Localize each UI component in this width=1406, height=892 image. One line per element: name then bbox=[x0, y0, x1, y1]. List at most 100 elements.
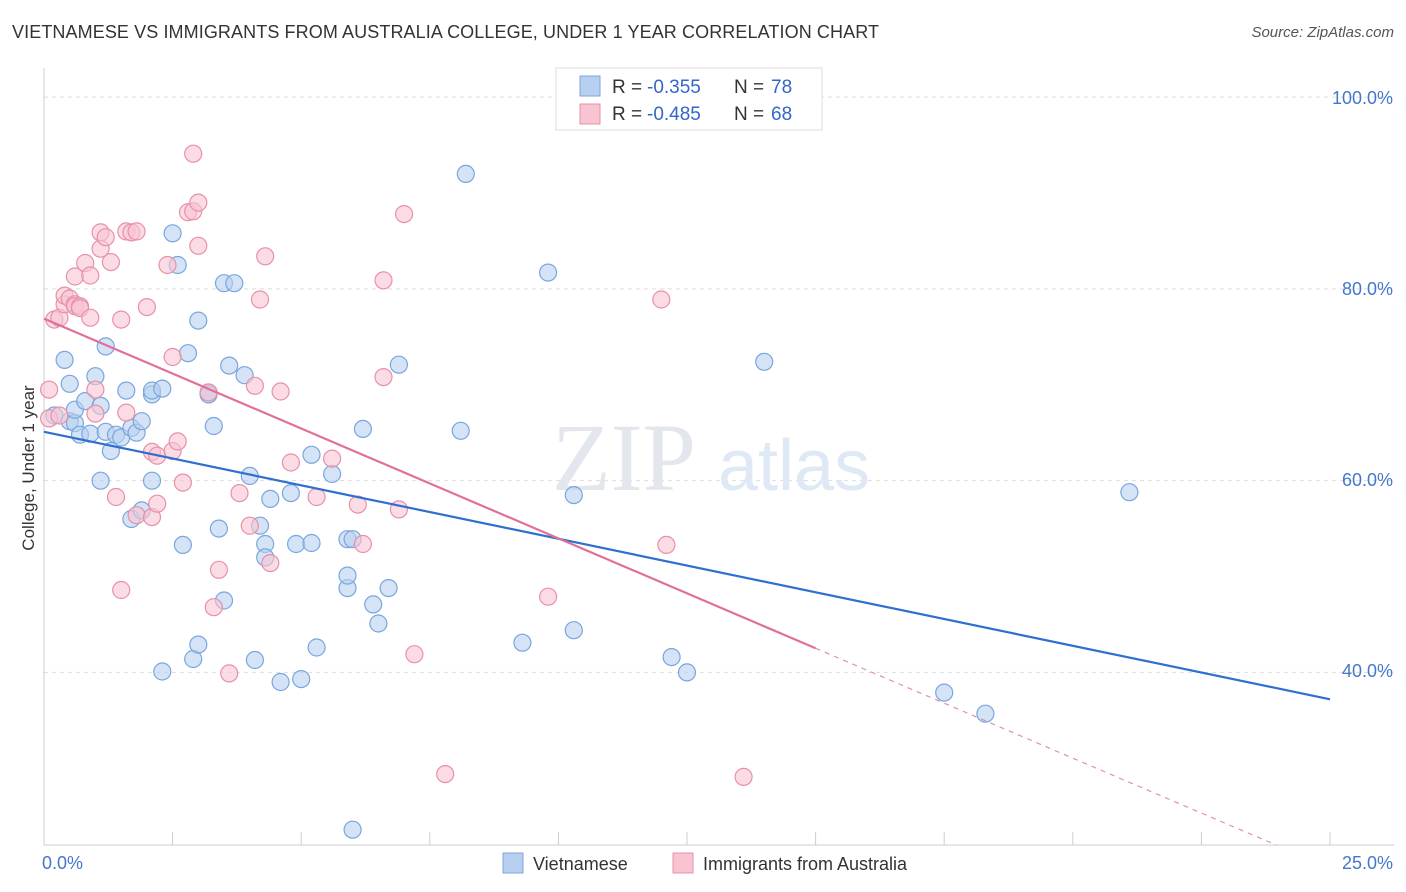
axes-layer bbox=[43, 68, 1394, 846]
point-australia-48 bbox=[220, 664, 239, 683]
bottom-legend-label-vietnamese: Vietnamese bbox=[533, 854, 628, 874]
point-australia-44 bbox=[189, 236, 208, 255]
point-australia-0 bbox=[39, 380, 59, 399]
bottom-legend-swatch-blue bbox=[502, 852, 524, 874]
legend-n-value-pink: 68 bbox=[771, 104, 792, 125]
point-vietnamese-53 bbox=[292, 669, 311, 689]
legend-r-label-blue: R = bbox=[612, 77, 642, 98]
point-australia-70 bbox=[734, 767, 753, 787]
x-tick-label-left: 0.0% bbox=[42, 853, 83, 873]
legend-box: R = -0.355 N = 78 R = -0.485 N = 68 bbox=[555, 67, 823, 131]
y-tick-label-100: 100.0% bbox=[1332, 88, 1393, 108]
point-vietnamese-26 bbox=[153, 379, 172, 398]
legend-n-label-pink: N = bbox=[734, 104, 764, 125]
bottom-legend-label-australia: Immigrants from Australia bbox=[703, 854, 908, 874]
point-vietnamese-27 bbox=[153, 662, 172, 681]
point-vietnamese-72 bbox=[564, 621, 583, 640]
point-vietnamese-25 bbox=[142, 471, 162, 490]
watermark: ZIP atlas bbox=[552, 404, 870, 511]
chart-title: VIETNAMESE VS IMMIGRANTS FROM AUSTRALIA … bbox=[12, 22, 880, 42]
point-australia-30 bbox=[137, 298, 156, 317]
point-vietnamese-38 bbox=[209, 519, 228, 538]
trend-line-australia-extension bbox=[815, 647, 1277, 846]
point-australia-57 bbox=[307, 487, 326, 507]
point-australia-43 bbox=[189, 193, 208, 212]
point-australia-50 bbox=[240, 516, 259, 535]
point-australia-20 bbox=[96, 228, 115, 247]
x-tick-label-right: 25.0% bbox=[1342, 853, 1393, 873]
point-vietnamese-17 bbox=[117, 381, 136, 400]
point-vietnamese-73 bbox=[564, 486, 583, 505]
point-vietnamese-63 bbox=[353, 419, 372, 438]
point-australia-17 bbox=[86, 404, 105, 423]
point-australia-64 bbox=[395, 205, 414, 224]
point-australia-61 bbox=[374, 368, 393, 387]
point-vietnamese-78 bbox=[976, 704, 995, 723]
y-axis-title: College, Under 1 year bbox=[19, 385, 38, 551]
point-australia-42 bbox=[184, 144, 203, 163]
point-australia-39 bbox=[173, 473, 192, 492]
point-vietnamese-30 bbox=[173, 535, 192, 555]
point-vietnamese-74 bbox=[662, 647, 681, 667]
point-australia-66 bbox=[436, 764, 455, 784]
point-australia-58 bbox=[323, 449, 342, 468]
point-australia-23 bbox=[112, 580, 131, 600]
point-australia-69 bbox=[657, 535, 676, 555]
point-australia-22 bbox=[106, 487, 126, 507]
y-tick-label-80: 80.0% bbox=[1342, 279, 1393, 299]
point-australia-65 bbox=[405, 645, 424, 664]
point-vietnamese-21 bbox=[132, 412, 151, 431]
legend-r-label-pink: R = bbox=[612, 104, 642, 125]
point-vietnamese-75 bbox=[677, 663, 697, 682]
point-vietnamese-41 bbox=[220, 356, 239, 375]
legend-r-value-blue: -0.355 bbox=[647, 77, 701, 98]
point-australia-52 bbox=[250, 290, 270, 309]
point-australia-36 bbox=[163, 347, 182, 367]
bottom-legend: Vietnamese Immigrants from Australia bbox=[502, 852, 908, 874]
point-australia-28 bbox=[127, 222, 146, 241]
point-australia-49 bbox=[230, 484, 249, 503]
point-vietnamese-59 bbox=[338, 566, 357, 585]
point-australia-14 bbox=[81, 308, 100, 327]
point-vietnamese-69 bbox=[456, 164, 475, 183]
point-vietnamese-34 bbox=[189, 311, 208, 330]
point-vietnamese-52 bbox=[287, 534, 306, 554]
point-vietnamese-66 bbox=[379, 578, 398, 598]
point-australia-29 bbox=[127, 506, 146, 525]
legend-r-value-pink: -0.485 bbox=[647, 104, 701, 125]
point-vietnamese-77 bbox=[935, 683, 954, 702]
point-australia-4 bbox=[50, 406, 69, 425]
point-vietnamese-71 bbox=[538, 263, 558, 282]
point-vietnamese-61 bbox=[343, 820, 362, 839]
point-vietnamese-31 bbox=[178, 344, 198, 363]
point-australia-24 bbox=[112, 310, 131, 329]
point-australia-46 bbox=[204, 598, 223, 617]
point-australia-68 bbox=[652, 290, 671, 309]
point-australia-34 bbox=[148, 494, 167, 513]
point-australia-35 bbox=[158, 255, 177, 275]
point-vietnamese-70 bbox=[513, 633, 532, 652]
point-australia-53 bbox=[256, 247, 275, 266]
legend-n-label-blue: N = bbox=[734, 77, 764, 98]
point-vietnamese-42 bbox=[225, 274, 244, 293]
point-vietnamese-54 bbox=[302, 533, 321, 553]
point-vietnamese-51 bbox=[281, 484, 300, 503]
legend-n-value-blue: 78 bbox=[771, 77, 792, 98]
point-vietnamese-67 bbox=[389, 355, 408, 374]
point-vietnamese-49 bbox=[261, 489, 280, 508]
point-australia-26 bbox=[117, 403, 136, 422]
point-vietnamese-45 bbox=[245, 650, 264, 670]
point-australia-62 bbox=[374, 271, 393, 290]
legend-swatch-blue bbox=[579, 75, 601, 97]
point-vietnamese-55 bbox=[302, 445, 321, 464]
point-vietnamese-3 bbox=[60, 374, 79, 393]
point-vietnamese-56 bbox=[307, 638, 326, 657]
point-vietnamese-68 bbox=[451, 421, 470, 440]
point-australia-51 bbox=[245, 376, 264, 395]
point-vietnamese-1 bbox=[55, 350, 74, 369]
trend-line-australia bbox=[43, 317, 817, 650]
point-vietnamese-79 bbox=[1120, 483, 1139, 502]
point-australia-55 bbox=[271, 382, 290, 401]
points-layer bbox=[39, 144, 1139, 839]
